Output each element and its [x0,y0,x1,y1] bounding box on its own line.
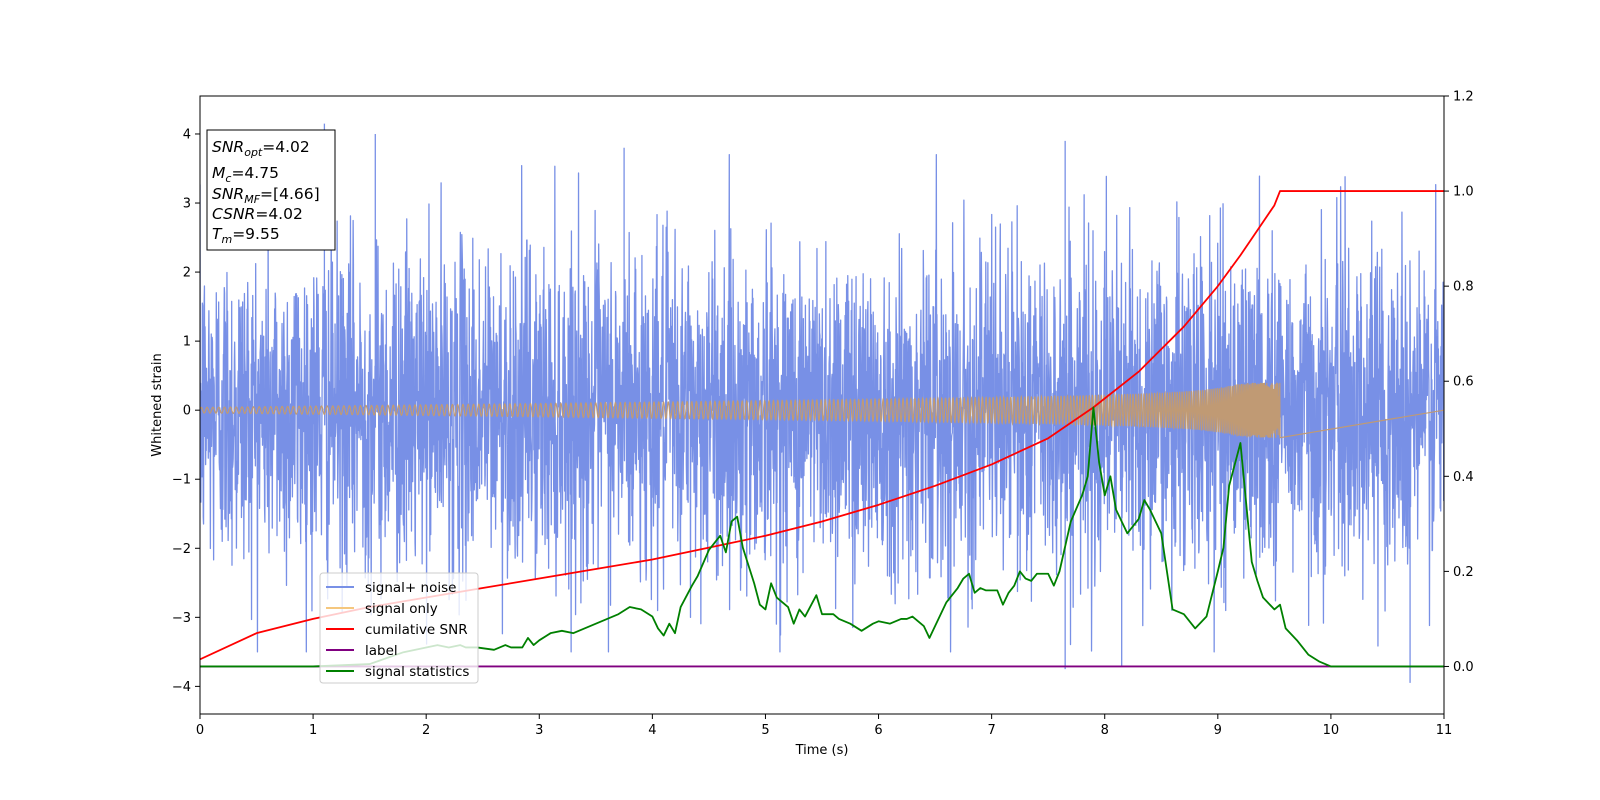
x-tick-label: 0 [196,723,204,738]
y-tick-label-left: 3 [183,197,191,212]
y-tick-label-right: 0.0 [1453,660,1474,675]
y-tick-label-left: −2 [172,542,191,557]
y-tick-label-left: −3 [172,611,191,626]
y-tick-label-right: 0.2 [1453,565,1474,580]
legend-label: cumilative SNR [365,622,468,638]
legend-label: signal only [365,601,438,617]
legend-label: signal+ noise [365,580,456,596]
axes: 0 1 2 3 4 5 6 7 8 9 10 11 −4 −3 −2 −1 0 1 2 3 4 0.0 0.2 0.4 0.6 0… [172,90,1474,739]
y-tick-label-right: 0.8 [1453,280,1474,295]
x-axis-title: Time (s) [795,743,849,758]
y-tick-label-right: 1.0 [1453,185,1474,200]
axes-frame [199,95,1445,715]
info-line: CSNR=4.02 [212,205,303,223]
y-tick-label-left: 0 [183,404,191,419]
x-tick-label: 3 [535,723,543,738]
series-signal-noise [200,123,1444,683]
series-signal-only [200,382,1444,439]
y-tick-label-left: 1 [183,335,191,350]
x-tick-label: 6 [874,723,882,738]
y-tick-label-right: 1.2 [1453,90,1474,105]
y-tick-label-left: −1 [172,473,191,488]
info-box-frame [206,129,336,251]
x-tick-label: 7 [987,723,995,738]
y-tick-label-right: 0.6 [1453,375,1474,390]
y-axis-title-left: Whitened strain [150,353,165,456]
x-tick-label: 2 [422,723,430,738]
y-tick-label-left: 4 [183,127,191,142]
info-line: SNRMF=[4.66] [212,185,320,206]
y-tick-label-right: 0.4 [1453,470,1474,485]
x-tick-label: 1 [309,723,317,738]
x-tick-label: 10 [1323,723,1340,738]
info-line: Tm=9.55 [212,225,280,246]
legend: signal+ noise signal only cumilative SNR la… [319,572,479,684]
legend-label: label [365,643,398,659]
y-tick-label-left: 2 [183,266,191,281]
info-line: Mc=4.75 [212,164,279,185]
x-tick-label: 5 [761,723,769,738]
x-tick-label: 9 [1214,723,1222,738]
info-line: SNRopt=4.02 [212,138,310,159]
x-tick-label: 11 [1436,723,1453,738]
series-signal-statistics [200,406,1444,668]
legend-frame [319,572,479,684]
x-tick-label: 8 [1101,723,1109,738]
y-tick-label-left: −4 [172,680,191,695]
x-tick-label: 4 [648,723,656,738]
legend-label: signal statistics [365,664,469,680]
